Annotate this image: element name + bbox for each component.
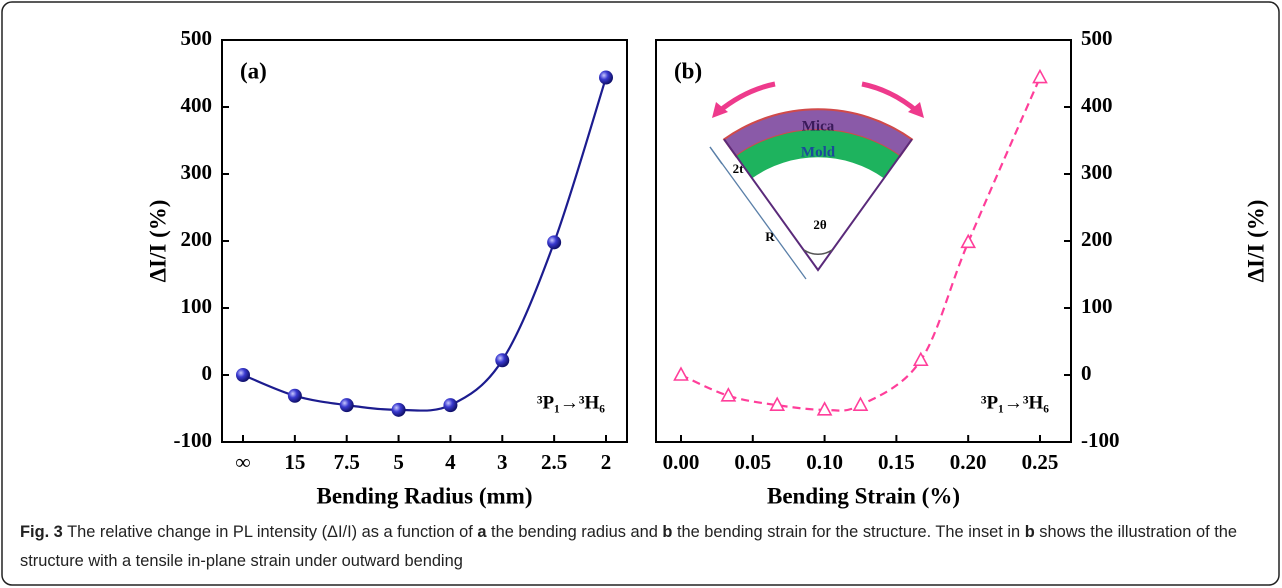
data-point bbox=[287, 388, 302, 403]
data-point bbox=[912, 351, 929, 367]
caption-text: shows the illustration of the structure … bbox=[20, 523, 1237, 570]
caption-text: b bbox=[662, 523, 673, 541]
data-point bbox=[769, 396, 786, 411]
caption-text: the bending radius and bbox=[486, 523, 663, 541]
data-point bbox=[960, 233, 977, 249]
y-tick-label: 100 bbox=[181, 294, 213, 318]
panel-label: (a) bbox=[240, 58, 267, 83]
inset-label: Mica bbox=[802, 118, 835, 134]
bend-arrow bbox=[861, 81, 920, 114]
x-tick-label: ∞ bbox=[236, 450, 251, 474]
inset: Mica Mold 2t R 2θ bbox=[709, 81, 924, 280]
x-tick-label: 0.15 bbox=[878, 450, 915, 474]
data-point bbox=[547, 235, 562, 250]
panel-label: (b) bbox=[674, 58, 702, 83]
data-point bbox=[1032, 68, 1048, 84]
x-tick-label: 15 bbox=[284, 450, 305, 474]
caption-text: b bbox=[1024, 523, 1035, 541]
y-tick-label: 300 bbox=[1081, 160, 1113, 184]
panel: -100 0 100 200 300 400 500 0.00 0.05 0.10 0.15 0.20… bbox=[655, 26, 1268, 508]
y-tick-label: 100 bbox=[1081, 294, 1113, 318]
inset-label: Mold bbox=[801, 144, 836, 160]
x-tick-label: 0.05 bbox=[734, 450, 771, 474]
x-tick-label: 2 bbox=[601, 450, 612, 474]
annotation: ³P₁→³H₆ bbox=[537, 392, 605, 413]
y-tick-label: 200 bbox=[1081, 227, 1113, 251]
y-tick-label: 300 bbox=[181, 160, 213, 184]
bend-arrow-head bbox=[712, 102, 728, 118]
radius-dimension bbox=[709, 146, 807, 280]
inset-label: R bbox=[765, 229, 775, 244]
x-tick-label: 4 bbox=[445, 450, 456, 474]
y-tick-label: 200 bbox=[181, 227, 213, 251]
mold-layer bbox=[736, 129, 900, 179]
data-point bbox=[391, 402, 406, 417]
data-point bbox=[816, 401, 833, 416]
x-tick-label: 0.00 bbox=[663, 450, 700, 474]
data-point bbox=[339, 398, 354, 413]
data-point bbox=[599, 70, 613, 85]
inset-label: 2θ bbox=[813, 217, 827, 232]
data-point bbox=[720, 387, 737, 402]
x-tick-label: 0.25 bbox=[1022, 450, 1059, 474]
x-tick-label: 5 bbox=[393, 450, 404, 474]
sector-outline bbox=[723, 138, 913, 272]
x-tick-label: 2.5 bbox=[541, 450, 567, 474]
data-point bbox=[495, 353, 510, 368]
annotation: ³P₁→³H₆ bbox=[981, 392, 1049, 413]
y-tick-label: 0 bbox=[202, 361, 213, 385]
caption-text: The relative change in PL intensity (ΔI/… bbox=[62, 523, 478, 541]
data-point bbox=[673, 366, 689, 381]
caption-text: the bending strain for the structure. Th… bbox=[672, 523, 1025, 541]
caption: Fig. 3 The relative change in PL intensi… bbox=[20, 518, 1265, 576]
angle-arc bbox=[803, 249, 833, 256]
x-tick-label: 0.10 bbox=[806, 450, 843, 474]
y-tick-label: 500 bbox=[181, 26, 213, 50]
y-axis-title: ΔI/I (%) bbox=[1243, 200, 1268, 283]
x-tick-label: 7.5 bbox=[334, 450, 360, 474]
data-point bbox=[443, 398, 458, 413]
inset-label: 2t bbox=[733, 161, 745, 176]
bend-arrow-head bbox=[908, 102, 924, 118]
plot-frame bbox=[221, 39, 628, 443]
thickness-dimension bbox=[709, 146, 723, 165]
x-axis-title: Bending Strain (%) bbox=[767, 483, 960, 508]
plot-frame bbox=[655, 39, 1072, 443]
panel: -100 0 100 200 300 400 500 ∞ 15 7.5 5 4 3 2.5 2 Bending… bbox=[145, 26, 628, 508]
data-point bbox=[852, 396, 869, 411]
y-tick-label: 400 bbox=[181, 93, 213, 117]
x-tick-label: 3 bbox=[497, 450, 508, 474]
y-tick-label: 500 bbox=[1081, 26, 1113, 50]
x-axis-title: Bending Radius (mm) bbox=[317, 483, 533, 508]
caption-text: a bbox=[477, 523, 487, 541]
y-tick-label: 400 bbox=[1081, 93, 1113, 117]
y-tick-label: -100 bbox=[1081, 428, 1120, 452]
bend-arrow bbox=[716, 81, 776, 114]
data-point bbox=[236, 368, 250, 382]
y-tick-label: 0 bbox=[1081, 361, 1092, 385]
x-tick-label: 0.20 bbox=[950, 450, 987, 474]
y-axis-title: ΔI/I (%) bbox=[145, 200, 170, 283]
y-tick-label: -100 bbox=[174, 428, 213, 452]
caption-label: Fig. 3 bbox=[20, 523, 63, 541]
